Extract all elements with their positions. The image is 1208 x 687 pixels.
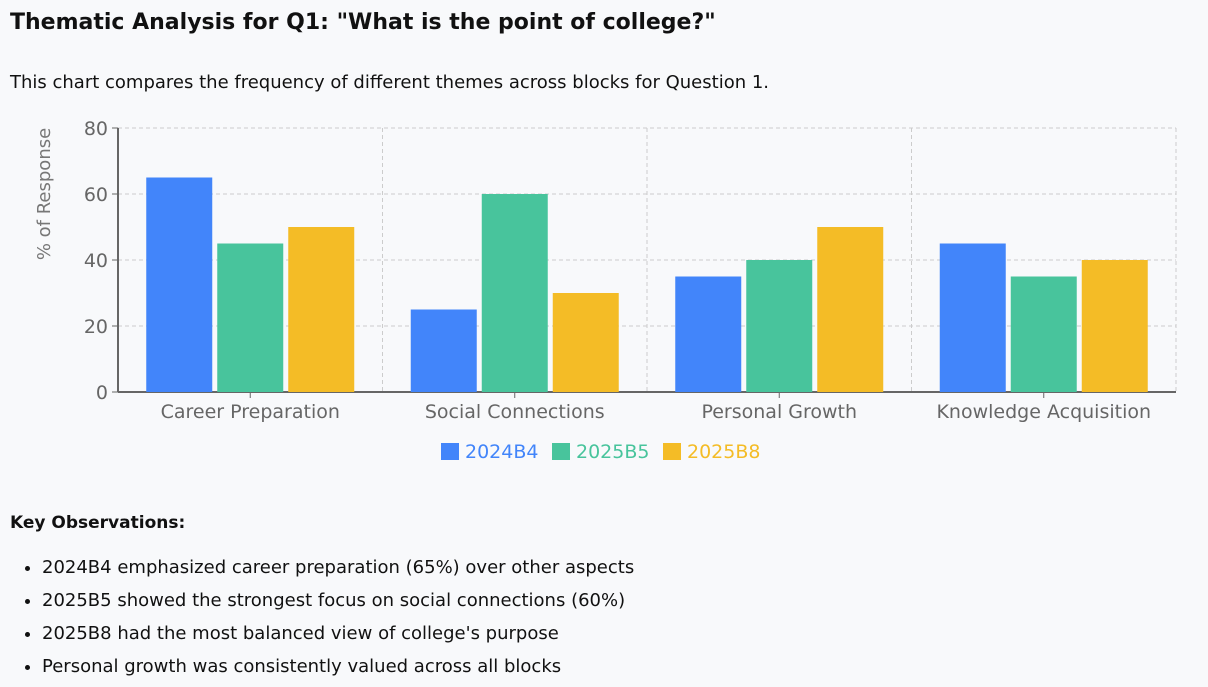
bar-2025B8	[552, 293, 619, 392]
page-title: Thematic Analysis for Q1: "What is the p…	[10, 10, 716, 35]
bar-2025B8	[1081, 260, 1148, 392]
bar-2024B4	[410, 309, 477, 392]
legend-label: 2025B5	[576, 441, 649, 463]
y-axis-label: % of Response	[34, 128, 55, 260]
y-tick-label: 0	[96, 382, 108, 404]
x-tick-label: Personal Growth	[701, 401, 857, 423]
bar-2025B5	[217, 243, 284, 392]
legend-swatch	[552, 443, 570, 460]
y-tick-label: 40	[84, 250, 108, 272]
bar-2025B8	[817, 227, 884, 392]
chart-description: This chart compares the frequency of dif…	[10, 72, 770, 93]
bar-2024B4	[939, 243, 1006, 392]
y-tick-label: 60	[84, 184, 108, 206]
y-tick-label: 20	[84, 316, 108, 338]
bar-2025B8	[288, 227, 355, 392]
observation-item: 2024B4 emphasized career preparation (65…	[42, 553, 634, 586]
observations-title: Key Observations:	[10, 513, 186, 533]
bar-2025B5	[746, 260, 813, 392]
observations-list: 2024B4 emphasized career preparation (65…	[10, 553, 634, 685]
observation-item: 2025B5 showed the strongest focus on soc…	[42, 586, 634, 619]
x-tick-label: Knowledge Acquisition	[936, 401, 1151, 423]
y-tick-label: 80	[84, 118, 108, 140]
bar-chart: 0 20 40 60 80 Career Preparation Social Connec…	[34, 118, 1177, 463]
bar-2024B4	[146, 177, 213, 392]
x-tick-label: Social Connections	[425, 401, 605, 423]
bar-2025B5	[481, 194, 548, 392]
legend-label: 2025B8	[687, 441, 760, 463]
observation-item: 2025B8 had the most balanced view of col…	[42, 619, 634, 652]
bar-2024B4	[675, 276, 742, 392]
x-tick-label: Career Preparation	[161, 401, 340, 423]
bar-2025B5	[1010, 276, 1077, 392]
legend-swatch	[441, 443, 459, 460]
legend-label: 2024B4	[465, 441, 538, 463]
legend-swatch	[663, 443, 681, 460]
observation-item: Personal growth was consistently valued …	[42, 652, 634, 685]
